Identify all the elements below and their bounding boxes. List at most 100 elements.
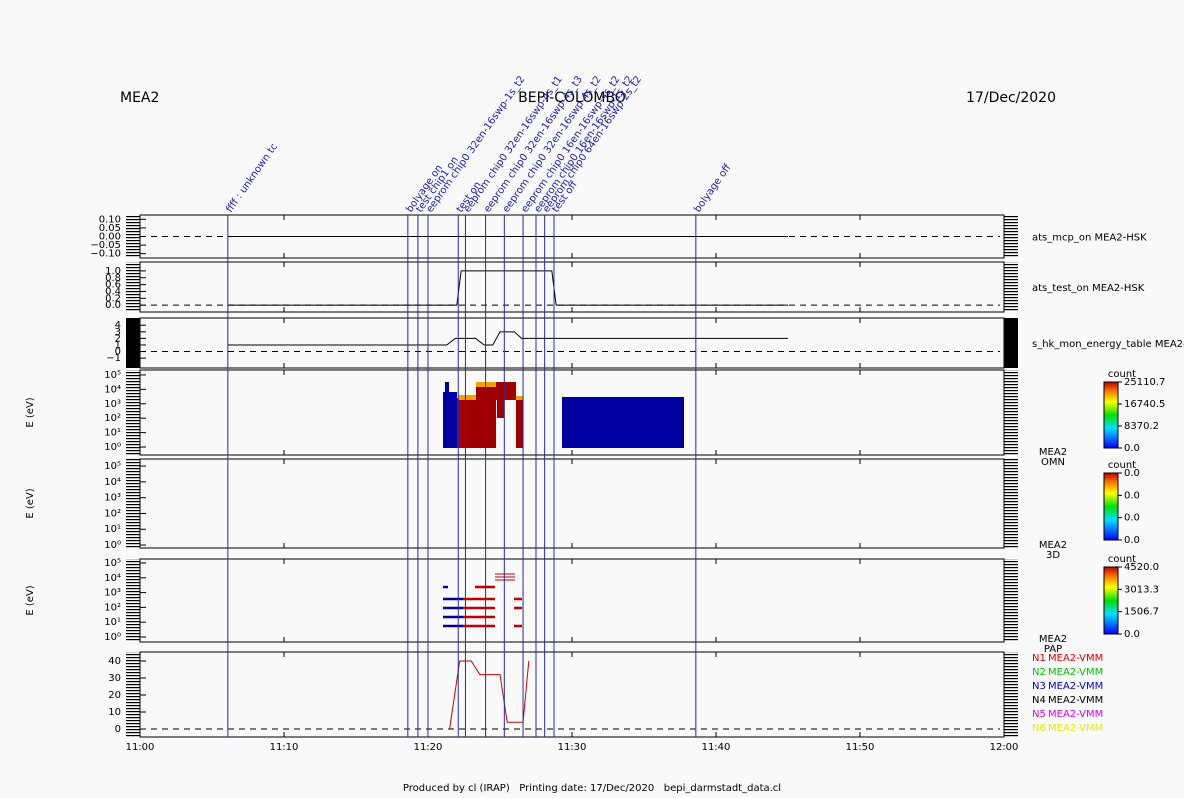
colorbar-tick-label: 0.0 — [1124, 513, 1140, 524]
tick-strip — [1004, 652, 1018, 737]
trace-line — [449, 660, 530, 730]
y-tick-label: 0 — [115, 724, 121, 735]
y-tick-label: 10³ — [104, 493, 121, 504]
tick-strip — [1004, 559, 1018, 642]
panel-frame — [139, 651, 1005, 738]
y-tick-label: 0.10 — [99, 214, 121, 225]
tick-strip — [1004, 459, 1018, 548]
y-tick-label: 10⁵ — [104, 370, 121, 381]
colorbar-title: count — [1108, 369, 1136, 380]
y-tick-label: 0.8 — [105, 273, 121, 284]
legend-name: N4 — [1032, 695, 1046, 706]
y-tick-label: 10⁵ — [104, 461, 121, 472]
header-date: 17/Dec/2020 — [966, 90, 1056, 106]
tick-strip — [1004, 215, 1018, 258]
x-tick-label: 11:00 — [126, 742, 155, 753]
panel-sublabel: OMN — [1041, 457, 1065, 468]
y-axis-label: E (eV) — [25, 488, 36, 518]
y-tick-label: 1.0 — [105, 266, 121, 277]
y-tick-label: 10⁴ — [104, 384, 121, 395]
legend-source: MEA2-VMM — [1048, 709, 1103, 720]
legend-name: N5 — [1032, 709, 1046, 720]
legend-source: MEA2-VMM — [1048, 723, 1103, 734]
x-tick-label: 12:00 — [990, 742, 1019, 753]
y-tick-label: 10² — [104, 602, 121, 613]
x-tick-label: 11:50 — [846, 742, 875, 753]
panel-label: ats_test_on MEA2-HSK — [1032, 283, 1145, 294]
y-tick-label: 0.6 — [105, 280, 121, 291]
colorbar — [1103, 381, 1119, 449]
y-tick-label: 40 — [108, 656, 121, 667]
trace-line — [227, 270, 788, 306]
x-tick-label: 11:20 — [414, 742, 443, 753]
x-tick-label: 11:30 — [558, 742, 587, 753]
spectrogram-pap — [443, 573, 522, 628]
y-tick-label: 0.4 — [105, 286, 121, 297]
panel-sublabel: 3D — [1046, 550, 1060, 561]
colorbar-tick-label: 0.0 — [1124, 468, 1140, 479]
y-tick-label: −0.10 — [90, 249, 121, 260]
y-tick-label: 2 — [115, 333, 121, 344]
legend-source: MEA2-VMM — [1048, 667, 1103, 678]
colorbar-title: count — [1108, 554, 1136, 565]
header-title: BEPI-COLOMBO — [518, 90, 626, 106]
y-tick-label: 10³ — [104, 399, 121, 410]
y-axis-label: E (eV) — [25, 397, 36, 427]
panel-frame — [139, 317, 1005, 369]
y-tick-label: 4 — [115, 320, 121, 331]
y-tick-label: 0.2 — [105, 293, 121, 304]
trace-line — [227, 331, 788, 346]
tick-strip — [1004, 370, 1018, 455]
y-tick-label: 10⁰ — [104, 442, 121, 453]
colorbar-tick-label: 16740.5 — [1124, 399, 1165, 410]
colorbar-tick-label: 0.0 — [1124, 535, 1140, 546]
y-tick-label: 10⁴ — [104, 477, 121, 488]
colorbar — [1103, 566, 1119, 635]
legend-name: N6 — [1032, 723, 1046, 734]
panel-frame — [139, 261, 1005, 313]
y-tick-label: 0 — [115, 347, 121, 358]
colorbar-tick-label: 0.0 — [1124, 443, 1140, 454]
tick-strip — [1004, 318, 1018, 368]
tick-strip — [126, 459, 140, 548]
spectrogram-omn — [443, 382, 684, 448]
y-tick-label: 10³ — [104, 588, 121, 599]
tick-strip — [126, 318, 140, 368]
y-tick-label: 10⁴ — [104, 573, 121, 584]
panel-label: MEA2 — [1039, 634, 1067, 645]
colorbar-tick-label: 1506.7 — [1124, 607, 1159, 618]
tick-strip — [126, 215, 140, 258]
header-left: MEA2 — [120, 90, 159, 106]
y-tick-label: 1 — [115, 340, 121, 351]
event-label: ffff : unknown tc — [224, 142, 280, 215]
x-tick-label: 11:10 — [270, 742, 299, 753]
tick-strip — [126, 559, 140, 642]
footer: Produced by cl (IRAP) Printing date: 17/… — [403, 783, 781, 794]
y-tick-label: 0.05 — [99, 223, 121, 234]
event-label: bolyage off — [692, 162, 734, 215]
x-tick-label: 11:40 — [702, 742, 731, 753]
tick-strip — [126, 370, 140, 455]
colorbar — [1103, 472, 1119, 541]
y-tick-label: 20 — [108, 690, 121, 701]
y-tick-label: 30 — [108, 673, 121, 684]
colorbar-tick-label: 8370.2 — [1124, 421, 1159, 432]
legend-name: N1 — [1032, 653, 1046, 664]
colorbar-tick-label: 0.0 — [1124, 490, 1140, 501]
panel-frame — [139, 458, 1005, 549]
y-tick-label: −0.05 — [90, 240, 121, 251]
legend-name: N2 — [1032, 667, 1046, 678]
y-tick-label: 10 — [108, 707, 121, 718]
tick-strip — [1004, 262, 1018, 312]
panel-label: MEA2 — [1039, 447, 1067, 458]
colorbar-tick-label: 0.0 — [1124, 629, 1140, 640]
y-tick-label: 10¹ — [104, 524, 121, 535]
y-tick-label: 0.0 — [105, 300, 121, 311]
y-axis-label: E (eV) — [25, 585, 36, 615]
colorbar-tick-label: 4520.0 — [1124, 562, 1159, 573]
colorbar-tick-label: 3013.3 — [1124, 584, 1159, 595]
tick-strip — [126, 262, 140, 312]
colorbar-tick-label: 25110.7 — [1124, 377, 1165, 388]
y-tick-label: 10² — [104, 508, 121, 519]
